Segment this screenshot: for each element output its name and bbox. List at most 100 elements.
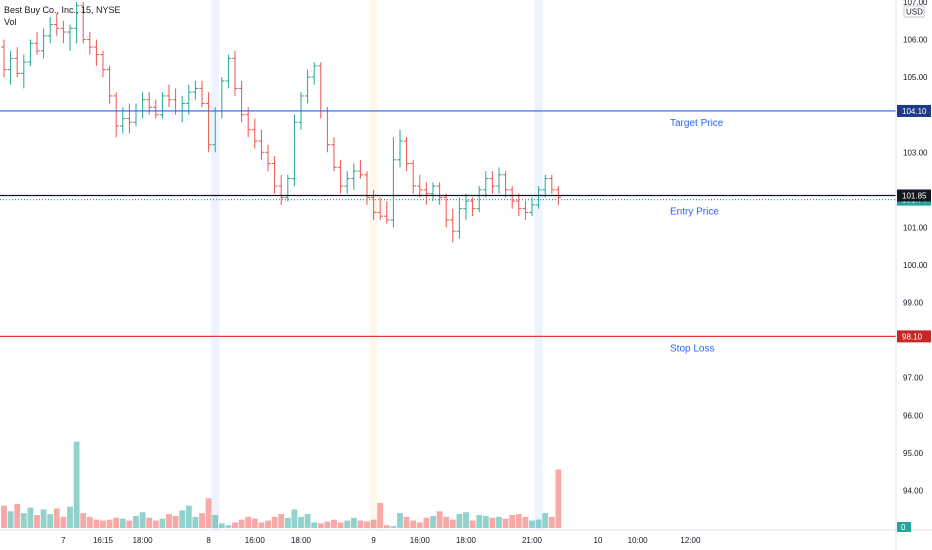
volume-bar-52 — [344, 520, 351, 528]
volume-bar-44 — [291, 509, 298, 528]
volume-bar-70 — [463, 512, 469, 528]
volume-bar-32 — [212, 515, 219, 528]
volume-bar-43 — [284, 517, 291, 528]
volume-bar-48 — [317, 523, 324, 528]
currency-badge-bg — [903, 5, 925, 18]
volume-bar-77 — [509, 515, 516, 528]
volume-bar-15 — [100, 520, 106, 528]
stop-loss-tag-bg — [897, 330, 931, 343]
volume-bar-71 — [469, 520, 476, 528]
volume-bar-55 — [364, 521, 370, 528]
volume-bar-3 — [20, 513, 27, 528]
volume-bar-2 — [14, 503, 21, 528]
volume-bar-54 — [357, 520, 364, 528]
volume-bar-22 — [146, 517, 153, 528]
time-tick-3: 8 — [206, 536, 211, 545]
time-tick-4: 16:00 — [245, 536, 266, 545]
volume-bar-66 — [436, 511, 443, 528]
volume-bar-27 — [179, 510, 186, 528]
volume-bar-50 — [331, 519, 337, 528]
volume-bar-84 — [555, 469, 562, 528]
volume-bar-49 — [324, 521, 331, 528]
legend-title: Best Buy Co., Inc., 15, NYSE — [4, 5, 121, 15]
volume-bar-9 — [60, 516, 67, 528]
volume-bar-72 — [476, 515, 483, 528]
volume-bar-75 — [496, 516, 502, 528]
time-tick-11: 10:00 — [628, 536, 649, 545]
time-tick-5: 18:00 — [291, 536, 312, 545]
volume-bar-58 — [383, 525, 390, 528]
volume-bar-13 — [86, 516, 93, 528]
time-tick-7: 16:00 — [410, 536, 431, 545]
volume-bar-47 — [311, 522, 318, 528]
stop-loss-label: Stop Loss — [670, 343, 714, 354]
volume-bar-7 — [47, 514, 54, 528]
session-highlight-1 — [369, 0, 378, 530]
volume-bar-25 — [166, 514, 172, 528]
last-price-tag: 101.85 — [902, 191, 927, 200]
time-tick-2: 18:00 — [133, 536, 154, 545]
volume-bar-69 — [456, 514, 463, 528]
volume-bar-74 — [489, 517, 496, 528]
volume-bar-64 — [423, 517, 430, 528]
price-tick-94: 94.00 — [903, 486, 924, 495]
volume-bar-0 — [1, 505, 7, 528]
volume-bar-76 — [502, 518, 509, 528]
volume-bar-78 — [515, 514, 522, 528]
time-tick-10: 10 — [594, 536, 603, 545]
volume-bar-21 — [139, 512, 146, 528]
volume-bar-68 — [449, 519, 456, 528]
session-highlight-2 — [534, 0, 543, 530]
volume-bar-79 — [522, 516, 529, 528]
volume-bar-5 — [34, 515, 40, 528]
volume-bar-6 — [40, 509, 47, 528]
price-tick-95: 95.00 — [903, 449, 924, 458]
volume-bar-65 — [430, 515, 436, 528]
volume-bar-18 — [119, 518, 126, 528]
time-tick-0: 7 — [61, 536, 66, 545]
legend-volume-label: Vol — [4, 17, 17, 27]
volume-bar-83 — [548, 516, 555, 528]
volume-bar-53 — [350, 517, 357, 528]
time-tick-6: 9 — [371, 536, 376, 545]
volume-bar-26 — [172, 515, 179, 528]
volume-bar-36 — [238, 519, 245, 528]
volume-bar-56 — [370, 519, 377, 528]
volume-bar-81 — [535, 519, 542, 528]
price-tick-100: 100.00 — [903, 261, 928, 270]
time-tick-9: 21:00 — [522, 536, 543, 545]
volume-bar-28 — [185, 505, 192, 528]
price-tick-97: 97.00 — [903, 374, 924, 383]
volume-bar-80 — [529, 520, 535, 528]
time-tick-8: 18:00 — [456, 536, 477, 545]
volume-bar-38 — [251, 518, 258, 528]
volume-bar-8 — [53, 508, 60, 528]
volume-bar-29 — [192, 516, 199, 528]
volume-bar-14 — [93, 519, 100, 528]
volume-bar-34 — [225, 525, 232, 528]
volume-bar-33 — [218, 523, 225, 528]
price-tick-99: 99.00 — [903, 299, 924, 308]
volume-bar-10 — [67, 506, 73, 528]
target-price-tag: 104.10 — [902, 107, 927, 116]
last-price-tag-bg — [897, 189, 931, 202]
volume-bar-20 — [133, 515, 139, 528]
volume-bar-16 — [106, 519, 113, 528]
volume-bar-19 — [126, 520, 133, 528]
volume-bar-57 — [377, 502, 384, 528]
price-tick-103: 103.00 — [903, 148, 928, 157]
volume-bar-17 — [113, 517, 120, 528]
entry-price-label: Entry Price — [670, 207, 719, 218]
volume-bar-23 — [152, 520, 159, 528]
chart-legend: Best Buy Co., Inc., 15, NYSE Vol — [4, 4, 121, 28]
volume-bar-62 — [410, 520, 417, 528]
target-price-tag-bg — [897, 104, 931, 117]
price-tick-107: 107.00 — [903, 0, 928, 7]
volume-bar-59 — [390, 526, 397, 528]
target-price-label: Target Price — [670, 118, 724, 129]
volume-bar-73 — [482, 515, 489, 528]
volume-bar-51 — [337, 522, 344, 528]
currency-badge: USD — [906, 8, 923, 17]
